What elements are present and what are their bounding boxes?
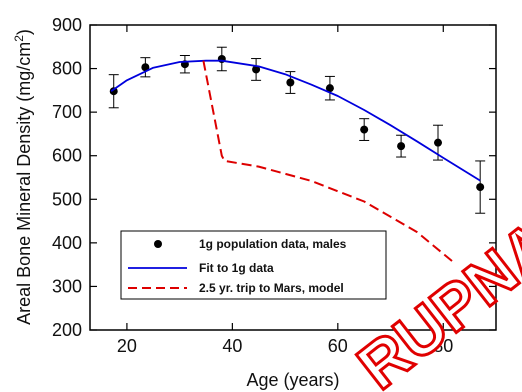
fit-line (110, 59, 481, 182)
data-point-marker (360, 125, 369, 134)
legend-box (120, 230, 387, 300)
legend-label-fit: Fit to 1g data (199, 261, 274, 275)
data-point-marker (476, 183, 485, 192)
data-point (475, 160, 486, 214)
data-point-marker (434, 138, 442, 147)
data-point-marker (141, 63, 150, 72)
plot-frame (89, 24, 497, 331)
y-tick-label: 400 (52, 233, 82, 253)
data-point (140, 57, 151, 78)
data-point-marker (397, 142, 406, 151)
data-point (396, 134, 407, 158)
y-tick-label: 600 (52, 146, 82, 166)
y-tick-label: 300 (52, 276, 82, 296)
x-axis-title: Age (years) (246, 370, 339, 390)
x-tick-label: 20 (117, 336, 137, 356)
y-tick-label: 200 (52, 320, 82, 340)
x-tick-label: 60 (328, 336, 348, 356)
data-point (179, 55, 190, 74)
data-point (251, 58, 262, 81)
y-tick-label: 900 (52, 15, 82, 35)
legend-label-model: 2.5 yr. trip to Mars, model (199, 281, 344, 295)
y-axis-title: Areal Bone Mineral Density (mg/cm2) (12, 29, 34, 325)
mars-model-line (202, 60, 455, 264)
data-point (216, 46, 227, 72)
y-tick-label: 800 (52, 59, 82, 79)
data-point-marker (325, 84, 334, 93)
y-tick-label: 500 (52, 189, 82, 209)
data-point-marker (109, 87, 118, 96)
data-point (108, 74, 119, 109)
data-point-marker (286, 78, 295, 87)
data-point (359, 118, 370, 141)
series-layer (108, 46, 486, 264)
legend-label-points: 1g population data, males (199, 237, 347, 251)
axis-layer: 20 40 60 80 200 300 400 500 600 700 800 900 (52, 15, 496, 356)
x-tick-label: 80 (433, 336, 453, 356)
legend-marker-points (154, 240, 162, 248)
data-point-marker (252, 65, 261, 74)
data-point (285, 71, 296, 94)
y-tick-label: 700 (52, 102, 82, 122)
x-tick-label: 40 (222, 336, 242, 356)
data-point (324, 75, 335, 101)
legend: 1g population data, males Fit to 1g data… (120, 230, 387, 300)
